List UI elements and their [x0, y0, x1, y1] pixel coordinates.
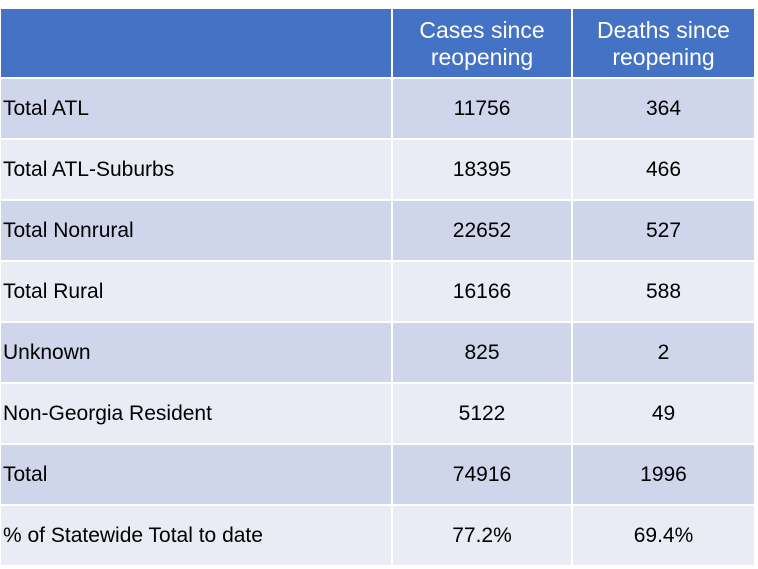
table-row: Total Rural 16166 588 [1, 262, 754, 323]
table-row: Total ATL-Suburbs 18395 466 [1, 140, 754, 201]
header-cases-line-2: reopening [430, 44, 534, 70]
header-deaths-line-1: Deaths since [597, 17, 730, 43]
table-row: % of Statewide Total to date 77.2% 69.4% [1, 506, 754, 567]
row-label: Total ATL [1, 79, 393, 140]
row-cases: 5122 [393, 384, 573, 445]
row-label: Total ATL-Suburbs [1, 140, 393, 201]
row-deaths: 466 [573, 140, 754, 201]
table-row: Total Nonrural 22652 527 [1, 201, 754, 262]
row-cases: 16166 [393, 262, 573, 323]
table-row: Unknown 825 2 [1, 323, 754, 384]
table-row: Total 74916 1996 [1, 445, 754, 506]
header-cases-line-1: Cases since [419, 17, 545, 43]
row-cases: 825 [393, 323, 573, 384]
row-deaths: 588 [573, 262, 754, 323]
row-cases: 22652 [393, 201, 573, 262]
row-deaths: 527 [573, 201, 754, 262]
covid-reopening-table: Cases since reopening Deaths since reope… [1, 9, 754, 567]
row-label: Total [1, 445, 393, 506]
row-deaths: 2 [573, 323, 754, 384]
table-header-row: Cases since reopening Deaths since reope… [1, 9, 754, 79]
row-label: Total Rural [1, 262, 393, 323]
table-row: Total ATL 11756 364 [1, 79, 754, 140]
header-label-cell [1, 9, 393, 79]
header-deaths-line-2: reopening [612, 44, 715, 70]
row-label: Total Nonrural [1, 201, 393, 262]
row-deaths: 49 [573, 384, 754, 445]
row-label: % of Statewide Total to date [1, 506, 393, 567]
table-row: Non-Georgia Resident 5122 49 [1, 384, 754, 445]
row-deaths: 1996 [573, 445, 754, 506]
row-cases: 11756 [393, 79, 573, 140]
row-cases: 18395 [393, 140, 573, 201]
header-cases-cell: Cases since reopening [393, 9, 573, 79]
row-deaths: 69.4% [573, 506, 754, 567]
row-cases: 74916 [393, 445, 573, 506]
row-label: Non-Georgia Resident [1, 384, 393, 445]
row-deaths: 364 [573, 79, 754, 140]
row-label: Unknown [1, 323, 393, 384]
row-cases: 77.2% [393, 506, 573, 567]
header-deaths-cell: Deaths since reopening [573, 9, 754, 79]
